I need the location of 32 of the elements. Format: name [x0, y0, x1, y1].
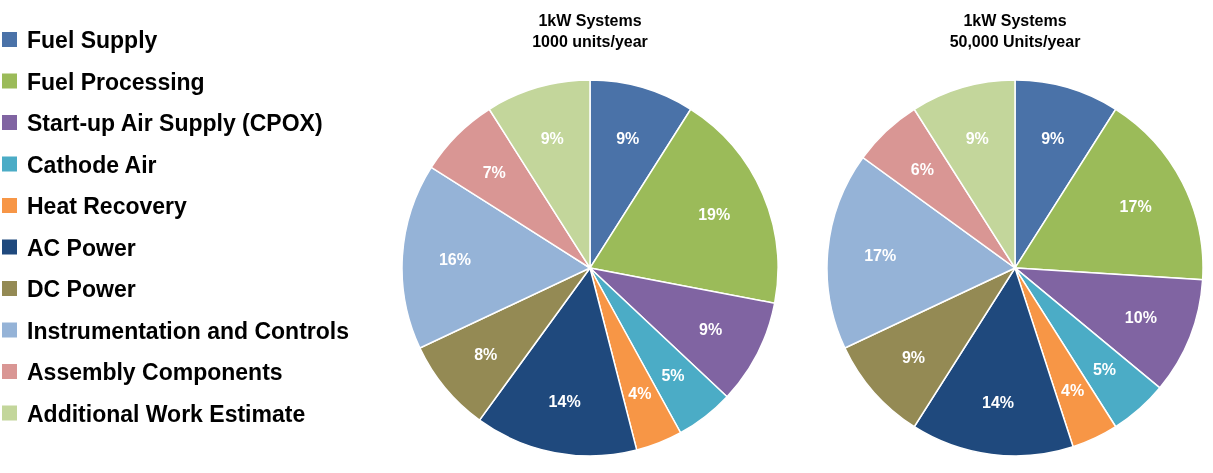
legend-label: Instrumentation and Controls — [27, 317, 349, 344]
data-label: 9% — [540, 129, 564, 147]
data-label: 14% — [982, 393, 1015, 411]
legend-label: Fuel Processing — [27, 68, 205, 95]
legend-label: AC Power — [27, 234, 136, 261]
data-label: 17% — [1119, 198, 1152, 216]
data-label: 6% — [910, 160, 934, 178]
legend-label: Start-up Air Supply (CPOX) — [27, 110, 323, 137]
legend-label: Additional Work Estimate — [27, 400, 306, 427]
data-label: 9% — [965, 129, 989, 147]
data-label: 17% — [864, 246, 897, 264]
data-label: 4% — [1061, 382, 1085, 400]
data-label: 8% — [474, 345, 498, 363]
legend-label: Assembly Components — [27, 359, 283, 386]
data-label: 4% — [628, 385, 652, 403]
data-label: 9% — [1041, 129, 1065, 147]
data-label: 16% — [438, 251, 471, 269]
data-label: 5% — [1092, 361, 1117, 379]
data-label: 14% — [548, 392, 581, 410]
chart-title: 1kW Systems 1000 units/year — [532, 12, 648, 50]
legend-label: Heat Recovery — [27, 193, 188, 220]
data-label: 9% — [901, 349, 926, 367]
data-label: 9% — [616, 129, 640, 147]
data-label: 10% — [1124, 309, 1157, 327]
data-label: 7% — [482, 163, 506, 181]
legend-label: Fuel Supply — [27, 27, 158, 54]
data-label: 9% — [699, 321, 723, 339]
chart-title: 1kW Systems 50,000 Units/year — [949, 12, 1081, 50]
legend-label: Cathode Air — [27, 151, 157, 178]
data-label: 5% — [661, 366, 685, 384]
legend-label: DC Power — [27, 276, 136, 303]
data-label: 19% — [698, 205, 731, 223]
